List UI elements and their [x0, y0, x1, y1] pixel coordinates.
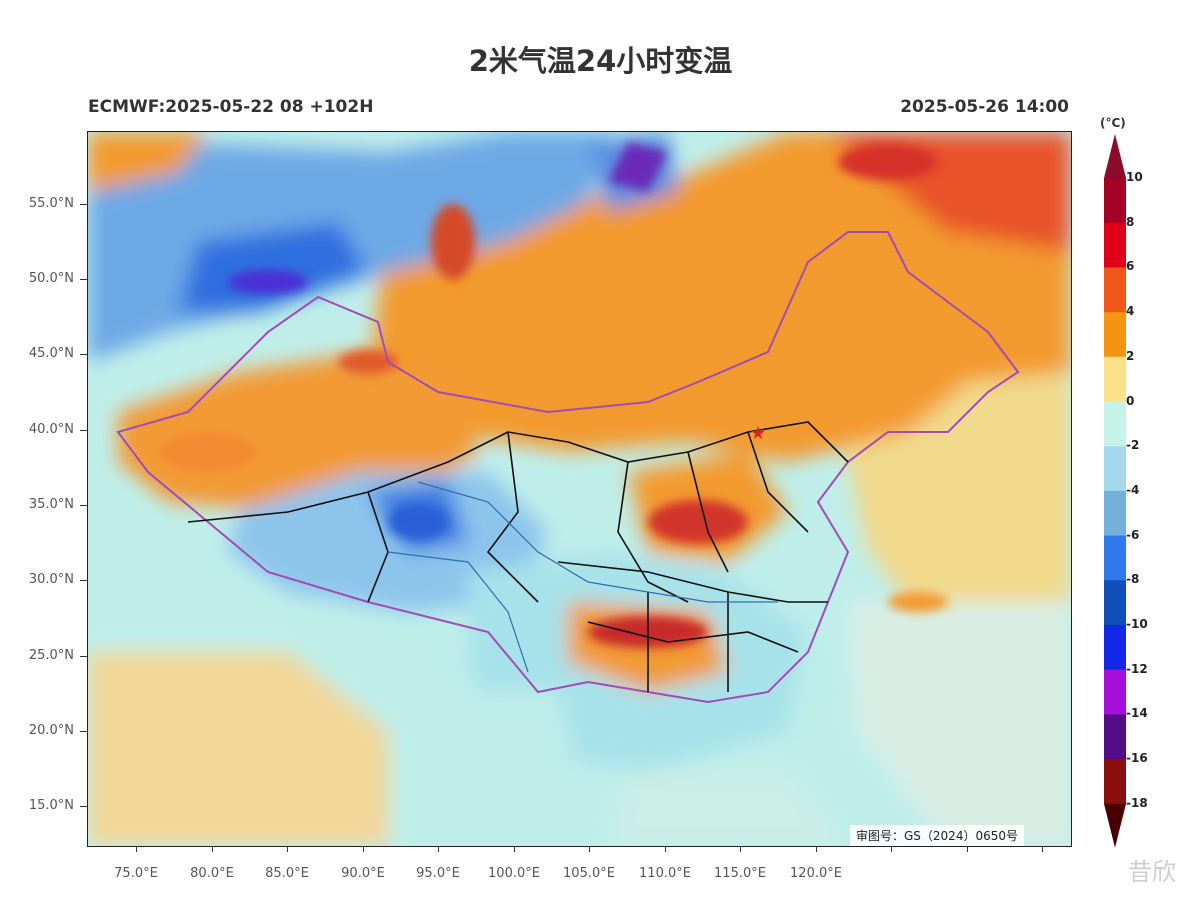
lon-tick	[363, 846, 364, 852]
lon-tick	[1042, 846, 1043, 852]
lat-label: 30.0°N	[28, 572, 74, 587]
lon-tick	[665, 846, 666, 852]
colorbar-segment	[1104, 178, 1126, 224]
colorbar-segment	[1104, 759, 1126, 805]
lon-tick	[891, 846, 892, 852]
lon-tick	[514, 846, 515, 852]
lon-label: 90.0°E	[341, 866, 385, 881]
lon-tick	[816, 846, 817, 852]
colorbar-tick-label: -8	[1126, 572, 1140, 587]
lat-tick	[80, 580, 87, 581]
lat-label: 40.0°N	[28, 422, 74, 437]
lat-tick	[80, 354, 87, 355]
temperature-change-map: ★	[87, 131, 1072, 847]
colorbar-tick-label: -6	[1126, 527, 1140, 542]
map-canvas: ★	[88, 132, 1071, 846]
colorbar-min-triangle	[1104, 803, 1126, 848]
colorbar-tick-label: 2	[1126, 348, 1135, 363]
colorbar-tick-label: 10	[1126, 170, 1143, 184]
lat-label: 15.0°N	[28, 798, 74, 813]
colorbar-segment	[1104, 267, 1126, 313]
colorbar-segment	[1104, 312, 1126, 358]
colorbar-tick-label: -2	[1126, 438, 1140, 453]
colorbar-tick-label: -18	[1126, 795, 1148, 810]
lat-label: 20.0°N	[28, 723, 74, 738]
lon-label: 115.0°E	[714, 866, 766, 881]
colorbar-tick-label: -16	[1126, 751, 1148, 766]
colorbar-max-triangle	[1104, 134, 1126, 178]
lat-tick	[80, 505, 87, 506]
colorbar-tick-label: -10	[1126, 617, 1148, 631]
lon-label: 100.0°E	[488, 866, 540, 881]
colorbar-segment	[1104, 535, 1126, 581]
chart-title: 2米气温24小时变温	[468, 44, 733, 78]
beijing-star-marker: ★	[750, 423, 766, 444]
lat-tick	[80, 430, 87, 431]
map-approval-number: 审图号：GS（2024）0650号	[850, 825, 1024, 846]
colorbar-segment	[1104, 625, 1126, 671]
lon-label: 95.0°E	[416, 866, 460, 881]
lon-label: 80.0°E	[190, 866, 234, 881]
lat-tick	[80, 731, 87, 732]
colorbar-segment	[1104, 401, 1126, 447]
colorbar-tick-label: -12	[1126, 661, 1148, 676]
colorbar-tick-label: -14	[1126, 706, 1148, 721]
lon-tick	[589, 846, 590, 852]
colorbar-segment	[1104, 222, 1126, 268]
lon-tick	[740, 846, 741, 852]
colorbar-segment	[1104, 669, 1126, 715]
colorbar-segment	[1104, 356, 1126, 402]
lon-label: 120.0°E	[790, 866, 842, 881]
colorbar-unit: (°C)	[1100, 116, 1126, 130]
lon-tick	[438, 846, 439, 852]
colorbar-tick-label: 8	[1126, 214, 1135, 229]
lon-tick	[967, 846, 968, 852]
model-run-label: ECMWF:2025-05-22 08 +102H	[88, 97, 374, 117]
valid-time-label: 2025-05-26 14:00	[900, 97, 1069, 117]
lon-tick	[136, 846, 137, 852]
rivers	[387, 481, 778, 673]
lon-label: 85.0°E	[265, 866, 309, 881]
colorbar-segment	[1104, 446, 1126, 492]
colorbar-segment	[1104, 580, 1126, 626]
lon-tick	[287, 846, 288, 852]
colorbar-segment	[1104, 714, 1126, 760]
lat-tick	[80, 656, 87, 657]
watermark-text: 昔欣	[1128, 858, 1176, 886]
lat-label: 35.0°N	[28, 497, 74, 512]
lat-tick	[80, 279, 87, 280]
lon-tick	[212, 846, 213, 852]
colorbar-tick-label: 0	[1126, 393, 1135, 408]
colorbar-tick-label: 4	[1126, 304, 1135, 319]
lat-tick	[80, 204, 87, 205]
colorbar	[1104, 134, 1126, 848]
national-border	[116, 231, 1020, 704]
lon-label: 105.0°E	[563, 866, 615, 881]
lon-label: 75.0°E	[114, 866, 158, 881]
lat-label: 50.0°N	[28, 271, 74, 286]
lon-label: 110.0°E	[639, 866, 691, 881]
lat-tick	[80, 806, 87, 807]
lat-label: 45.0°N	[28, 346, 74, 361]
lat-label: 25.0°N	[28, 648, 74, 663]
colorbar-segment	[1104, 490, 1126, 537]
colorbar-tick-label: -4	[1126, 482, 1140, 497]
colorbar-tick-label: 6	[1126, 259, 1135, 274]
lat-label: 55.0°N	[28, 196, 74, 211]
